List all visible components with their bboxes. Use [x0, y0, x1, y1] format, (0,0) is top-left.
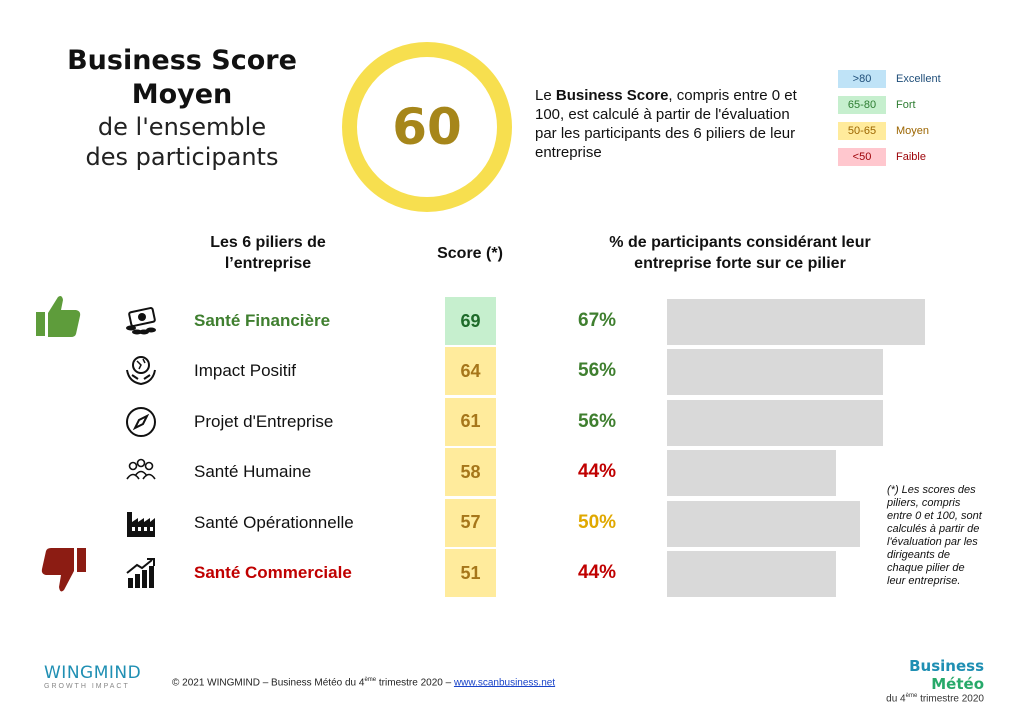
compass-icon: [124, 405, 158, 439]
business-meteo-logo: Business Météo du 4ème trimestre 2020: [886, 657, 984, 705]
wingmind-logo: WINGMIND GROWTH IMPACT: [44, 663, 141, 690]
pillar-score: 64: [445, 347, 496, 396]
title-line-4: des participants: [85, 143, 279, 171]
pct-header: % de participants considérant leur entre…: [609, 234, 871, 272]
page-title: Business Score Moyen de l'ensemble des p…: [48, 44, 316, 172]
business-score-value: 60: [392, 98, 462, 156]
hands-globe-icon: [124, 354, 158, 388]
table-row: Santé Opérationnelle 57 50%: [0, 498, 1024, 549]
legend-range: <50: [838, 148, 886, 166]
pillar-score: 51: [445, 549, 496, 597]
legend-range: >80: [838, 70, 886, 88]
score-legend: >80 Excellent 65-80 Fort 50-65 Moyen <50 Faible: [838, 70, 988, 174]
brand-tagline: GROWTH IMPACT: [44, 683, 130, 690]
pillars-header: Les 6 piliers de l’entreprise: [210, 234, 326, 272]
pillar-score: 58: [445, 448, 496, 497]
scanbusiness-link[interactable]: www.scanbusiness.net: [453, 677, 556, 689]
pillar-bar: [667, 500, 860, 547]
copyright: © 2021 WINGMIND – Business Météo du 4ème…: [172, 677, 556, 689]
legend-label: Excellent: [896, 73, 941, 85]
pillar-percentage: 44%: [578, 461, 617, 483]
pillar-score: 61: [445, 397, 496, 446]
money-icon: [124, 304, 158, 338]
pillar-percentage: 56%: [578, 410, 617, 432]
pillar-name: Impact Positif: [194, 361, 297, 381]
score-header: Score (*): [437, 245, 503, 262]
legend-range: 65-80: [838, 96, 886, 114]
pillar-percentage: 56%: [578, 360, 617, 382]
legend-item: >80 Excellent: [838, 70, 988, 88]
pillar-percentage: 50%: [578, 511, 617, 533]
pillar-bar: [667, 349, 883, 396]
pillar-name: Santé Humaine: [194, 462, 312, 482]
legend-range: 50-65: [838, 122, 886, 140]
table-row: Santé Commerciale 51 44%: [0, 549, 1024, 599]
people-icon: [124, 455, 158, 489]
title-line-3: de l'ensemble: [97, 113, 267, 141]
pillar-bar: [667, 450, 836, 497]
pillar-bar: [667, 399, 883, 446]
pillar-name: Santé Financière: [194, 311, 331, 330]
pillar-score: 57: [445, 498, 496, 547]
footnote: (*) Les scores des piliers, compris entr…: [887, 484, 982, 587]
pillar-bar: [667, 299, 925, 345]
table-row: Projet d'Entreprise 61 56%: [0, 397, 1024, 448]
thumbs-up-icon: [36, 296, 81, 337]
business-score-ring: 60: [342, 42, 512, 212]
table-row: Santé Humaine 58 44%: [0, 448, 1024, 498]
table-row: Santé Financière 69 67%: [0, 297, 1024, 347]
legend-item: <50 Faible: [838, 148, 988, 166]
table-row: Impact Positif 64 56%: [0, 347, 1024, 397]
score-description: Le Business Score, compris entre 0 et 10…: [535, 87, 797, 161]
legend-item: 65-80 Fort: [838, 96, 988, 114]
brand-name: WINGMIND: [44, 663, 142, 683]
title-line-2: Moyen: [131, 79, 233, 110]
legend-item: 50-65 Moyen: [838, 122, 988, 140]
legend-label: Faible: [896, 151, 926, 163]
pillar-percentage: 67%: [578, 310, 617, 331]
growth-chart-icon: [124, 556, 158, 590]
title-line-1: Business Score: [67, 45, 297, 76]
pillar-bar: [667, 551, 836, 597]
thumbs-down-icon: [41, 548, 86, 592]
pillar-score: 69: [445, 297, 496, 345]
pillar-name: Santé Commerciale: [194, 563, 352, 582]
legend-label: Fort: [896, 99, 916, 111]
pillar-name: Projet d'Entreprise: [194, 411, 334, 431]
pillar-percentage: 44%: [578, 562, 617, 583]
factory-icon: [124, 506, 158, 540]
legend-label: Moyen: [896, 125, 930, 137]
pillar-name: Santé Opérationnelle: [194, 512, 354, 532]
